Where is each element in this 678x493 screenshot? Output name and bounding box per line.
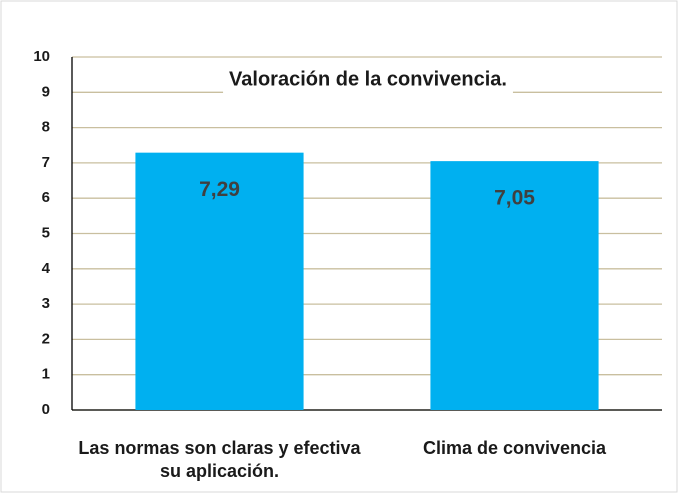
y-tick-label: 3: [42, 295, 50, 312]
y-tick-label: 1: [42, 366, 50, 383]
bar: [430, 161, 599, 410]
y-tick-label: 10: [33, 48, 50, 65]
y-tick-label: 5: [42, 224, 50, 241]
data-label: 7,05: [494, 187, 535, 210]
y-tick-label: 6: [42, 189, 50, 206]
y-tick-label: 8: [42, 119, 50, 136]
x-tick-label: Clima de convivencia: [422, 438, 607, 458]
y-tick-label: 9: [42, 83, 50, 100]
bar: [135, 152, 304, 410]
x-tick-label: Las normas son claras y efectiva su apli…: [78, 438, 361, 481]
y-tick-label: 2: [42, 330, 50, 347]
marks: 7,29 7,05: [135, 152, 599, 410]
chart-title: Valoración de la convivencia.: [229, 68, 507, 90]
y-tick-label: 4: [42, 260, 51, 277]
y-tick-label: 7: [42, 154, 50, 171]
title-box: [223, 60, 513, 99]
data-label: 7,29: [199, 178, 240, 201]
y-tick-label: 0: [42, 401, 50, 418]
